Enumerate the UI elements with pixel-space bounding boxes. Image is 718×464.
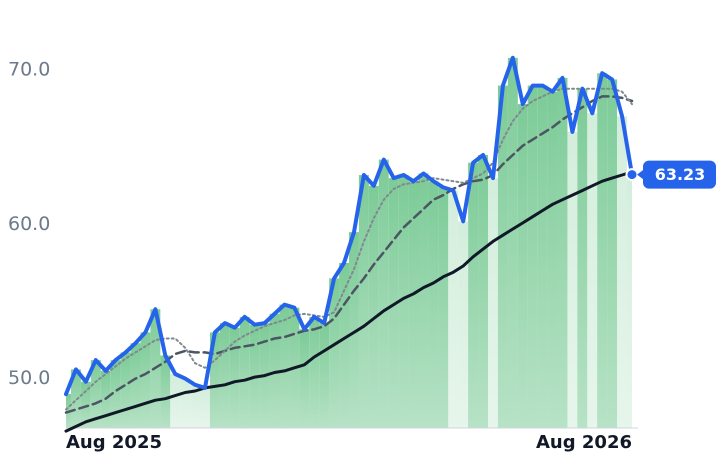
area-shade [418, 173, 429, 428]
area-shade [507, 57, 518, 429]
area-shade [358, 175, 369, 428]
series-line [64, 170, 634, 433]
area-shade [160, 355, 171, 428]
area-shade [349, 232, 359, 428]
area-shade [269, 313, 280, 428]
area-shade [597, 73, 608, 428]
area-shade [567, 131, 578, 428]
area-shade [299, 329, 310, 428]
y-tick-label: 50.0 [8, 367, 50, 389]
area-shade [627, 174, 632, 428]
area-shade [130, 343, 141, 428]
area-shade [587, 113, 598, 428]
series-line [64, 55, 634, 397]
area-shade [70, 369, 81, 428]
series-line [64, 95, 634, 414]
area-shade [140, 332, 151, 428]
area-shade [209, 332, 220, 428]
last-value-label: 63.23 [655, 165, 706, 184]
area-shade [488, 178, 498, 428]
area-shade [408, 181, 419, 428]
last-point [625, 168, 639, 182]
area-shade [329, 278, 340, 428]
area-shade [110, 360, 121, 428]
last-value-pointer [637, 168, 645, 181]
area-shade [547, 91, 558, 428]
area-shade [537, 85, 548, 428]
area-shade [458, 221, 469, 428]
area-shade [219, 323, 230, 428]
area-shade [229, 327, 240, 428]
area-shade [309, 316, 320, 428]
last-value-badge [643, 160, 716, 189]
area-shade [190, 384, 201, 428]
area-shade [517, 104, 528, 428]
y-tick-label: 60.0 [8, 213, 50, 235]
area-shade [607, 79, 618, 428]
y-tick-label: 70.0 [8, 59, 50, 81]
area-shade [577, 88, 588, 428]
area-shade [478, 154, 489, 428]
area-shade [279, 304, 290, 428]
area-shade [378, 159, 389, 428]
area-shade [438, 187, 449, 428]
x-tick-label: Aug 2025 [66, 432, 162, 453]
area-shade [319, 323, 330, 428]
area-shade [80, 381, 91, 428]
area-shade [368, 185, 379, 428]
area-shade [428, 181, 439, 428]
area-shade [90, 360, 101, 428]
area-shade [468, 162, 479, 428]
area-shade [200, 387, 210, 428]
area-shade [617, 116, 628, 429]
area-shade [497, 85, 508, 428]
area-shade [339, 262, 349, 428]
x-tick-label: Aug 2026 [536, 432, 632, 453]
area-shade [527, 85, 538, 428]
area-shade [557, 77, 568, 428]
area-shade [239, 316, 250, 428]
area-shade [398, 175, 409, 428]
area-shade [120, 352, 131, 428]
area-shade [448, 190, 459, 428]
area-shade [170, 374, 181, 428]
area-shade [180, 378, 191, 428]
